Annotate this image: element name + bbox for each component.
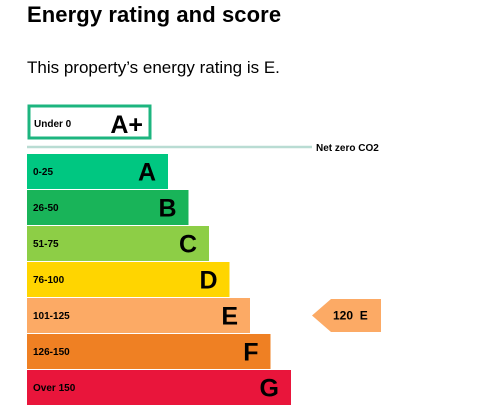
band-bar-d	[27, 262, 230, 297]
band-range-label-d: 76-100	[33, 275, 65, 286]
rating-bands: 0-25 A 26-50 B 51-75 C 76-100 D 101-125 E 126-150 F…	[27, 154, 291, 405]
band-range-label-g: Over 150	[33, 383, 76, 394]
current-rating-label: 120 E	[333, 309, 368, 323]
band-range-label-a: 0-25	[33, 167, 53, 178]
band-bar-c	[27, 226, 209, 261]
band-letter-c: C	[179, 231, 197, 259]
band-letter-f: F	[243, 339, 258, 367]
band-bar-e	[27, 298, 250, 333]
net-zero-band: Under 0 A+	[27, 104, 152, 140]
band-range-label-b: 26-50	[33, 203, 59, 214]
band-bar-f	[27, 334, 271, 369]
band-range-label-e: 101-125	[33, 311, 70, 322]
net-zero-letter: A+	[110, 111, 143, 139]
net-zero-range-label: Under 0	[34, 119, 72, 130]
current-rating-arrow	[312, 299, 381, 332]
net-zero-box	[27, 104, 152, 140]
band-letter-e: E	[221, 303, 238, 331]
page-title: Energy rating and score	[27, 2, 282, 27]
current-rating-marker: 120 E	[312, 299, 381, 332]
band-range-label-f: 126-150	[33, 347, 70, 358]
band-range-label-c: 51-75	[33, 239, 59, 250]
band-bar-a	[27, 154, 168, 189]
band-letter-g: G	[260, 375, 279, 403]
net-zero-line-label: Net zero CO2	[316, 143, 379, 154]
band-letter-d: D	[199, 267, 217, 295]
band-letter-a: A	[138, 159, 156, 187]
band-letter-b: B	[158, 195, 176, 223]
rating-summary: This property’s energy rating is E.	[27, 58, 280, 77]
band-bar-b	[27, 190, 189, 225]
band-bar-g	[27, 370, 291, 405]
